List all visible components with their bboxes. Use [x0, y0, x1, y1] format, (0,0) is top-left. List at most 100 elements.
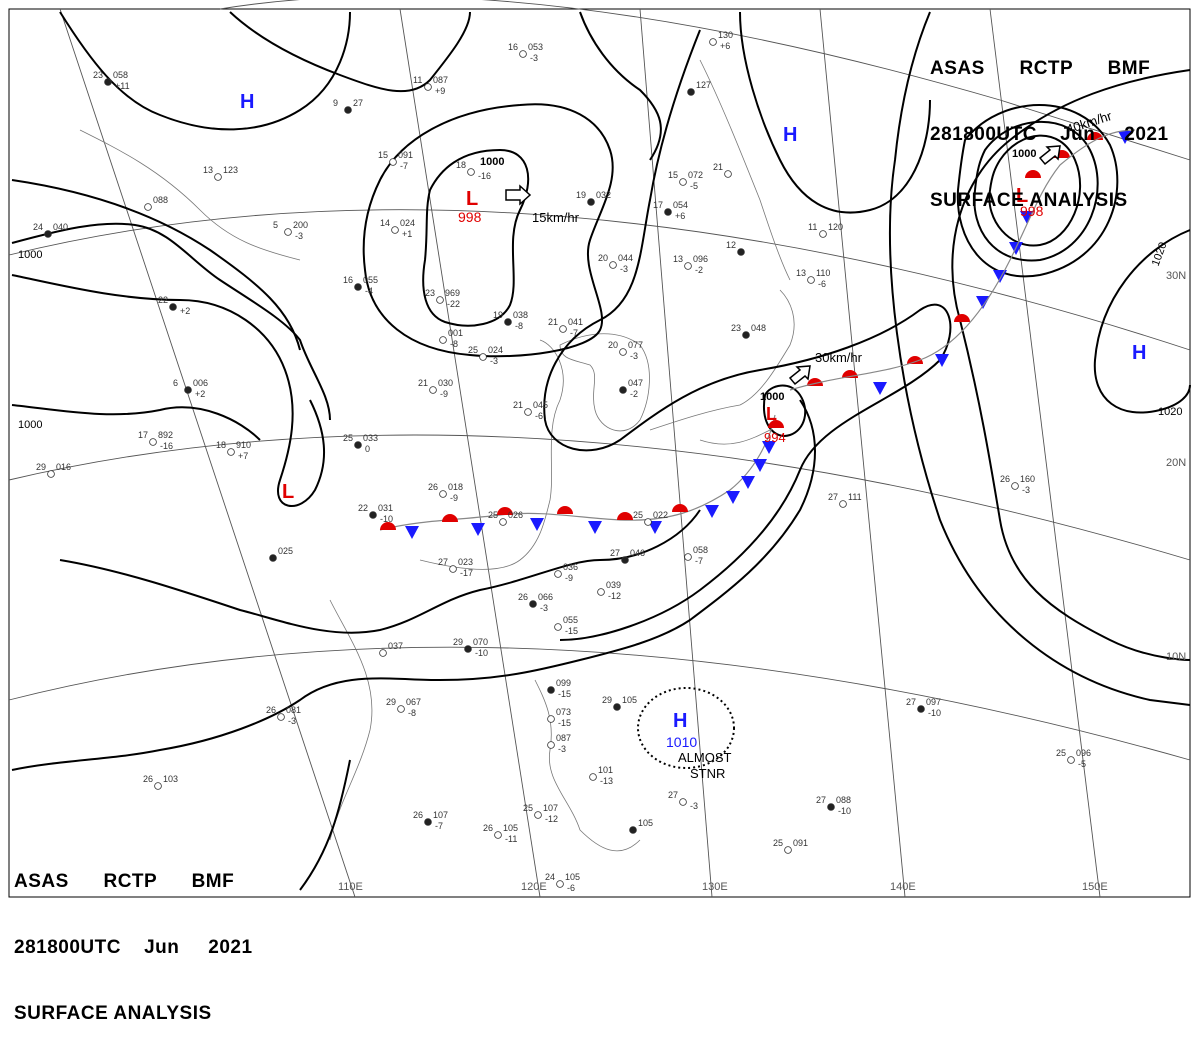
warm-front-symbol — [557, 506, 573, 514]
station-circle-icon — [559, 325, 567, 333]
header-code: BMF — [191, 871, 235, 892]
station-temperature: 23 — [425, 288, 435, 298]
station-circle-icon — [807, 276, 815, 284]
station-plot: 26 107-7 — [413, 810, 448, 831]
station-circle-icon — [424, 818, 432, 826]
station-circle-icon — [554, 623, 562, 631]
station-tendency: -3 — [530, 53, 538, 63]
motion-arrow-icon — [788, 365, 811, 386]
isobar-outer-low — [362, 103, 614, 358]
station-circle-icon — [679, 798, 687, 806]
station-tendency: +1 — [402, 229, 412, 239]
station-plot: 22 +2 — [158, 295, 190, 316]
korea-coast — [559, 333, 650, 432]
station-temperature: 26 — [1000, 474, 1010, 484]
station-plot: 25 024-3 — [468, 345, 503, 366]
station-circle-icon — [379, 649, 387, 657]
station-tendency: -4 — [365, 286, 373, 296]
station-tendency: -5 — [690, 181, 698, 191]
station-plot: 16 053-3 — [508, 42, 543, 63]
high-center-north: H — [240, 91, 254, 113]
header-bottom-left: ASAS RCTP BMF 281800UTC Jun 2021 SURFACE… — [14, 827, 253, 1047]
station-plot: 27 -3 — [668, 790, 698, 811]
station-circle-icon — [619, 348, 627, 356]
station-plot: 11 087+9 — [413, 75, 448, 96]
station-circle-icon — [587, 198, 595, 206]
station-temperature: 11 — [808, 222, 817, 232]
cold-front-symbol — [588, 521, 602, 534]
station-plot: 105 — [629, 818, 653, 834]
station-plot: 26 081-3 — [266, 705, 301, 726]
lat-label-20n: 20N — [1166, 457, 1186, 469]
station-temperature: 25 — [488, 510, 498, 520]
station-plot: 23 058+11 — [93, 70, 130, 91]
station-circle-icon — [439, 490, 447, 498]
cold-front-symbol — [471, 523, 485, 536]
station-temperature: 27 — [828, 492, 838, 502]
station-plot: 27 046 — [610, 548, 645, 564]
header-code: BMF — [1107, 58, 1151, 79]
station-pressure: 044 — [618, 253, 633, 263]
stationary-front — [379, 414, 776, 531]
station-pressure: 091 — [793, 838, 808, 848]
station-tendency: -7 — [435, 821, 443, 831]
station-circle-icon — [827, 803, 835, 811]
central-asia-border — [79, 129, 301, 261]
station-plot: 039-12 — [597, 580, 621, 601]
station-pressure: 038 — [513, 310, 528, 320]
station-plot: 21 — [713, 162, 732, 178]
isobar-low-998-east-3 — [956, 104, 1119, 278]
station-pressure: 096 — [693, 254, 708, 264]
header-month: Jun — [144, 937, 180, 958]
station-circle-icon — [554, 570, 562, 578]
header-agency: ASAS — [14, 871, 69, 892]
station-pressure: 123 — [223, 165, 238, 175]
station-tendency: +2 — [195, 389, 205, 399]
header-line-2: 281800UTC Jun 2021 — [930, 124, 1169, 146]
station-plot: 21 030-9 — [418, 378, 453, 399]
station-pressure: 024 — [400, 218, 415, 228]
isobar-outer-east-2 — [889, 11, 1191, 706]
station-pressure: 081 — [286, 705, 301, 715]
station-tendency: -11 — [505, 834, 517, 844]
cold-front-symbol — [405, 526, 419, 539]
isobar-west-loop — [11, 274, 326, 507]
station-tendency: -7 — [400, 161, 408, 171]
station-circle-icon — [684, 553, 692, 561]
lat-label-10n: 10N — [1166, 651, 1186, 663]
station-tendency: -3 — [620, 264, 628, 274]
station-tendency: +6 — [720, 41, 730, 51]
station-pressure: 107 — [543, 803, 558, 813]
station-circle-icon — [169, 303, 177, 311]
philippines-coast — [534, 679, 641, 852]
station-temperature: 25 — [773, 838, 783, 848]
station-plot: 26 103 — [143, 774, 178, 790]
station-pressure: 105 — [503, 823, 518, 833]
motion-speed-label: 30km/hr — [815, 350, 863, 365]
station-temperature: 26 — [143, 774, 153, 784]
station-pressure: 070 — [473, 637, 488, 647]
station-pressure: 018 — [448, 482, 463, 492]
station-plot: 27 097-10 — [906, 697, 941, 718]
station-pressure: 097 — [926, 697, 941, 707]
station-temperature: 22 — [158, 295, 168, 305]
station-pressure: 067 — [406, 697, 421, 707]
isobar-1000-sw — [11, 404, 261, 441]
station-tendency: -10 — [475, 648, 488, 658]
station-circle-icon — [819, 230, 827, 238]
station-pressure: 001 — [448, 328, 463, 338]
station-temperature: 15 — [378, 150, 388, 160]
warm-front-symbol — [380, 522, 396, 530]
station-circle-icon — [742, 331, 750, 339]
isobar-label: 1020 — [1158, 406, 1182, 418]
map-background — [0, 0, 1200, 919]
warm-front-symbol — [617, 512, 633, 520]
low-value-kamchatka: 998 — [1020, 203, 1044, 219]
station-plot: 6 006+2 — [173, 378, 208, 399]
station-plot: 058-7 — [684, 545, 708, 566]
station-pressure: 066 — [538, 592, 553, 602]
station-plot: 11 120 — [808, 222, 843, 238]
station-plot: 127 — [687, 80, 711, 96]
station-pressure: 130 — [718, 30, 733, 40]
station-temperature: 13 — [796, 268, 806, 278]
